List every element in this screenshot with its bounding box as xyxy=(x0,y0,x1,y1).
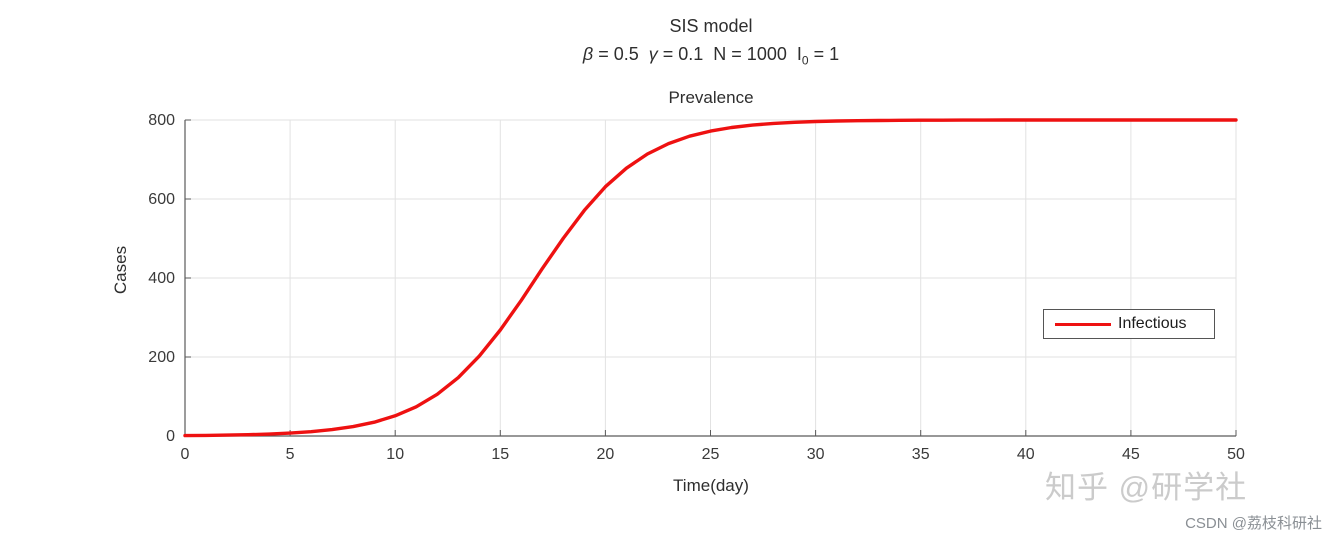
watermark-csdn: CSDN @荔枝科研社 xyxy=(1185,515,1322,532)
svg-text:15: 15 xyxy=(491,446,509,463)
svg-text:50: 50 xyxy=(1227,446,1245,463)
axes-title: Prevalence xyxy=(668,88,754,107)
x-axis-label: Time(day) xyxy=(673,476,749,495)
svg-text:45: 45 xyxy=(1122,446,1140,463)
svg-text:0: 0 xyxy=(166,428,175,445)
initial-infected-subscript: 0 xyxy=(801,53,809,68)
chart-subtitle-parameters: β = 0.5 γ = 0.1 N = 1000 I0 = 1 xyxy=(185,44,1237,68)
legend-label: Infectious xyxy=(1118,315,1187,332)
population-value: N = 1000 xyxy=(713,44,797,64)
legend: Infectious xyxy=(1043,309,1215,339)
watermark-zhihu: 知乎 @研学社 xyxy=(1045,470,1248,505)
svg-text:5: 5 xyxy=(286,446,295,463)
svg-text:40: 40 xyxy=(1017,446,1035,463)
beta-value: = 0.5 xyxy=(593,44,649,64)
svg-text:35: 35 xyxy=(912,446,930,463)
svg-text:800: 800 xyxy=(148,112,175,129)
initial-infected-value: = 1 xyxy=(808,44,840,64)
svg-text:400: 400 xyxy=(148,270,175,287)
chart-title: SIS model xyxy=(669,16,753,36)
svg-text:25: 25 xyxy=(702,446,720,463)
svg-text:10: 10 xyxy=(386,446,404,463)
gamma-symbol: γ xyxy=(648,44,658,64)
svg-text:0: 0 xyxy=(181,446,190,463)
gamma-value: = 0.1 xyxy=(657,44,714,64)
svg-text:200: 200 xyxy=(148,349,175,366)
svg-text:600: 600 xyxy=(148,191,175,208)
initial-infected-symbol: I xyxy=(796,44,802,64)
svg-text:30: 30 xyxy=(807,446,825,463)
legend-line-sample xyxy=(1055,322,1111,326)
beta-symbol: β xyxy=(582,44,594,64)
svg-text:20: 20 xyxy=(597,446,615,463)
